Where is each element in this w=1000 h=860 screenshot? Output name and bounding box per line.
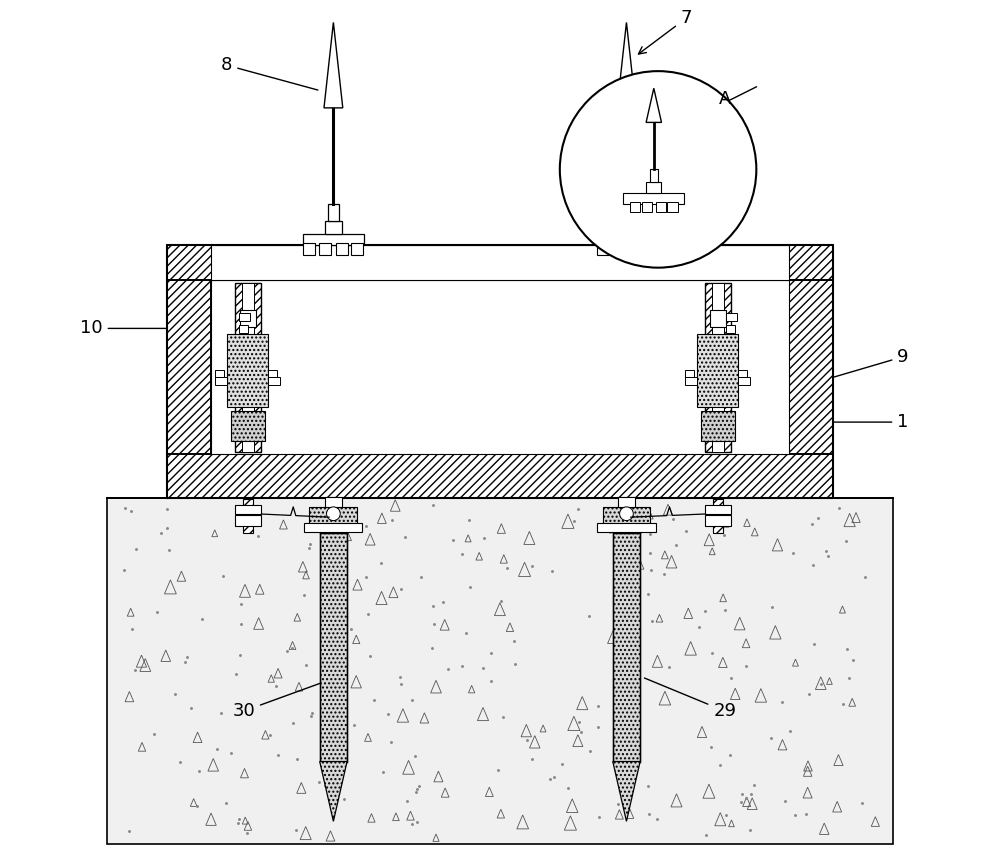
Bar (304, 523, 362, 531)
Circle shape (560, 71, 756, 267)
Bar (712, 283, 724, 452)
Bar (235, 515, 261, 525)
Bar (309, 507, 357, 525)
Text: A: A (719, 89, 731, 108)
Bar (243, 499, 253, 532)
Bar (618, 496, 635, 507)
Bar (211, 244, 789, 280)
Bar (107, 498, 893, 845)
Bar (685, 377, 697, 385)
Bar (713, 499, 723, 532)
Bar (268, 370, 277, 377)
Bar (789, 244, 833, 498)
Bar (612, 243, 624, 255)
Polygon shape (613, 761, 640, 821)
Bar (697, 335, 738, 407)
Bar (710, 310, 726, 328)
Bar (240, 310, 256, 328)
Bar (235, 505, 261, 513)
Bar (629, 243, 641, 255)
Bar (621, 204, 632, 221)
Bar (705, 283, 731, 452)
Bar (705, 515, 731, 525)
Bar (328, 204, 339, 221)
Circle shape (620, 507, 633, 520)
Bar (239, 325, 248, 334)
Bar (597, 523, 656, 531)
Bar (738, 377, 750, 385)
Bar (726, 313, 737, 322)
Text: 29: 29 (644, 678, 736, 720)
Bar (167, 454, 833, 498)
Bar (325, 221, 342, 234)
Bar (231, 411, 265, 441)
Bar (215, 370, 224, 377)
Bar (705, 505, 731, 513)
Bar (613, 532, 640, 761)
Bar (215, 377, 227, 385)
Bar (325, 496, 342, 507)
Bar (644, 243, 656, 255)
Bar (667, 202, 678, 212)
Bar (650, 169, 658, 182)
Bar (211, 280, 789, 454)
Polygon shape (320, 761, 347, 821)
Bar (303, 234, 364, 244)
Bar (642, 202, 652, 212)
Text: 7: 7 (638, 9, 692, 54)
Text: 9: 9 (832, 347, 909, 378)
Bar (618, 221, 635, 234)
Text: 10: 10 (80, 319, 168, 337)
Polygon shape (617, 22, 636, 108)
Bar (242, 283, 254, 452)
Bar (656, 202, 666, 212)
Bar (235, 283, 261, 452)
Circle shape (327, 507, 340, 520)
Bar (630, 202, 640, 212)
Bar (603, 507, 650, 525)
Text: 1: 1 (832, 413, 909, 431)
Text: 8: 8 (221, 56, 318, 90)
Bar (646, 182, 661, 194)
Bar (685, 370, 694, 377)
Bar (320, 532, 347, 761)
Bar (167, 244, 211, 498)
Bar (167, 244, 833, 280)
Polygon shape (324, 22, 343, 108)
Bar (319, 243, 331, 255)
Bar (268, 377, 280, 385)
Bar (227, 335, 268, 407)
Bar (303, 243, 315, 255)
Bar (351, 243, 363, 255)
Bar (336, 243, 348, 255)
Text: 30: 30 (232, 678, 335, 720)
Bar (701, 411, 735, 441)
Bar (597, 243, 609, 255)
Bar (596, 234, 657, 244)
Bar (623, 194, 684, 204)
Bar (239, 313, 250, 322)
Bar (738, 370, 747, 377)
Polygon shape (646, 89, 661, 122)
Bar (726, 325, 735, 334)
